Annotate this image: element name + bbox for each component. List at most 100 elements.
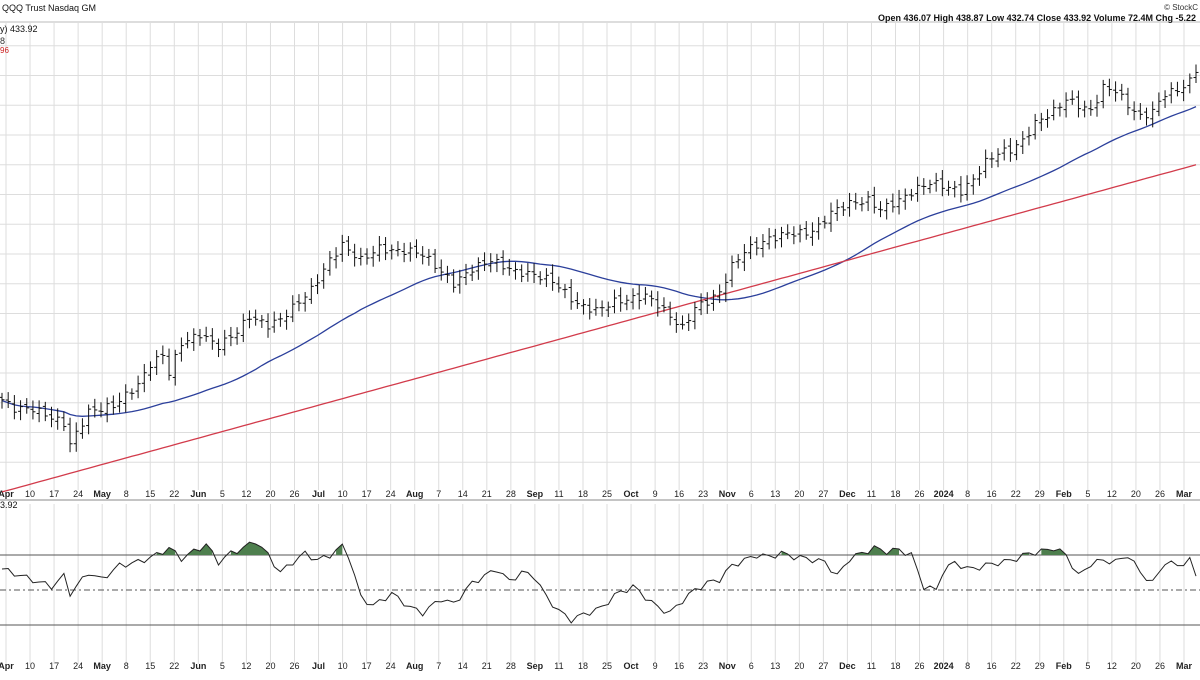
ohlc-bar <box>123 384 129 413</box>
ohlc-bar <box>698 293 704 316</box>
ohlc-bar <box>593 298 599 316</box>
ohlc-bar <box>172 349 178 386</box>
x-tick-label: Sep <box>527 661 544 671</box>
x-tick-label: 11 <box>867 489 876 499</box>
ohlc-bar <box>1162 90 1168 108</box>
ohlc-bar <box>55 408 61 430</box>
ohlc-bar <box>1187 73 1193 94</box>
ohlc-bar <box>760 234 766 258</box>
rsi-overbought-fill <box>855 545 900 555</box>
x-tick-label: 9 <box>653 661 658 671</box>
ohlc-bar <box>624 294 630 311</box>
ohlc-bar <box>853 192 859 210</box>
ohlc-bar <box>42 401 48 422</box>
watermark: © StockC <box>1164 3 1198 12</box>
ohlc-bar <box>995 148 1001 168</box>
ohlc-bar <box>723 273 729 303</box>
rsi-legend-value: 3.92 <box>0 500 18 510</box>
x-tick-label: 10 <box>25 489 35 499</box>
ohlc-bar <box>48 406 54 428</box>
ohlc-bar <box>661 297 667 313</box>
x-tick-label: 11 <box>867 661 876 671</box>
ohlc-bar <box>642 286 648 305</box>
ohlc-bar <box>1038 112 1044 132</box>
ohlc-bar <box>1137 103 1143 120</box>
ohlc-bar <box>222 329 228 356</box>
ohlc-bar <box>1094 94 1100 117</box>
ohlc-bar <box>18 400 24 421</box>
ohlc-bar <box>61 411 67 432</box>
x-tick-label: Apr <box>0 661 14 671</box>
ohlc-bar <box>1150 101 1156 128</box>
ohlc-bar <box>605 301 611 317</box>
ohlc-bar <box>141 363 147 393</box>
ohlc-bar <box>506 258 512 276</box>
price-legend-value: y) 433.92 <box>0 24 38 34</box>
ohlc-bar <box>958 176 964 203</box>
ohlc-bar <box>791 226 797 245</box>
ohlc-bar <box>908 188 914 201</box>
ohlc-bar <box>710 289 716 311</box>
ohlc-bar <box>686 313 692 332</box>
ohlc-bar <box>1125 87 1131 116</box>
ma-fast-line <box>1 106 1197 417</box>
ohlc-bar <box>729 255 735 288</box>
ohlc-bar <box>327 250 333 276</box>
x-tick-label: 7 <box>436 661 441 671</box>
ohlc-bar <box>24 398 30 414</box>
ma-slow-line <box>1 164 1197 493</box>
x-tick-label: Oct <box>624 489 639 499</box>
ohlc-bar <box>129 388 135 400</box>
ohlc-bar <box>884 198 890 220</box>
ohlc-bar <box>352 243 358 267</box>
x-tick-label: 21 <box>482 489 492 499</box>
x-tick-label: 17 <box>362 661 372 671</box>
x-tick-label: 16 <box>674 661 684 671</box>
ohlc-bar <box>630 288 636 310</box>
ohlc-bar <box>840 201 846 216</box>
x-tick-label: 15 <box>145 661 155 671</box>
ohlc-bar <box>964 175 970 201</box>
ohlc-bar <box>166 348 172 381</box>
ohlc-bar <box>704 292 710 314</box>
x-tick-label: 8 <box>124 489 129 499</box>
x-tick-label: 18 <box>891 661 901 671</box>
ohlc-bar <box>358 247 364 266</box>
x-tick-label: Aug <box>406 489 424 499</box>
x-tick-label: 15 <box>145 489 155 499</box>
ohlc-bar <box>1051 99 1057 121</box>
ohlc-bar <box>803 221 809 240</box>
ohlc-bar <box>927 179 933 194</box>
x-tick-label: 26 <box>289 489 299 499</box>
ohlc-bar <box>1032 113 1038 140</box>
x-tick-label: 5 <box>220 661 225 671</box>
x-tick-label: 11 <box>554 489 563 499</box>
rsi-overbought-fill <box>187 543 213 555</box>
ohlc-bar <box>952 180 958 198</box>
ohlc-bar <box>444 265 450 283</box>
x-tick-label: 7 <box>436 489 441 499</box>
ohlc-bar <box>67 417 73 453</box>
x-tick-label: Jun <box>190 661 206 671</box>
x-tick-label: 2024 <box>934 489 954 499</box>
ohlc-bar <box>692 301 698 330</box>
ohlc-bar <box>451 269 457 293</box>
ohlc-bars <box>0 64 1199 453</box>
ohlc-bar <box>877 201 883 218</box>
ohlc-bar <box>1020 131 1026 155</box>
x-tick-label: May <box>93 489 111 499</box>
ohlc-bar <box>816 217 822 240</box>
ohlc-bar <box>611 289 617 314</box>
ohlc-bar <box>315 274 321 295</box>
x-tick-label: 17 <box>362 489 372 499</box>
x-tick-label: 18 <box>891 489 901 499</box>
ohlc-bar <box>809 222 815 246</box>
ohlc-bar <box>828 202 834 232</box>
x-tick-label: 24 <box>73 489 83 499</box>
ohlc-bar <box>754 237 760 256</box>
ohlc-bar <box>364 248 370 265</box>
ohlc-bar <box>469 264 475 281</box>
ohlc-bar <box>203 326 209 342</box>
x-tick-label: 16 <box>987 489 997 499</box>
ohlc-bar <box>865 190 871 212</box>
